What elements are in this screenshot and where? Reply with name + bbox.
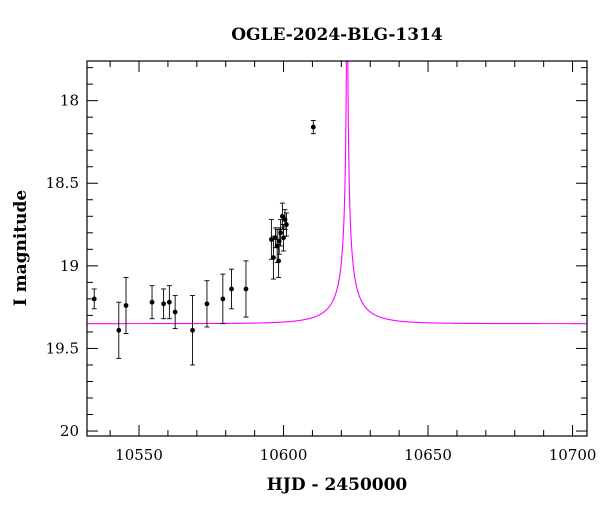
point-marker: [229, 286, 234, 292]
data-point: [116, 301, 122, 359]
point-marker: [278, 230, 284, 236]
x-tick-labels: 10550 10600 10650 10700: [115, 446, 596, 464]
x-tick-label: 10700: [549, 446, 597, 464]
data-point: [229, 268, 235, 310]
point-marker: [268, 237, 274, 242]
data-point: [243, 260, 249, 318]
plot-frame: [86, 60, 588, 437]
data-point: [270, 235, 276, 280]
point-marker: [271, 255, 276, 260]
chart-title: OGLE-2024-BLG-1314: [231, 25, 443, 45]
data-point: [149, 285, 155, 320]
point-marker: [172, 309, 178, 315]
point-marker: [284, 222, 289, 227]
point-marker: [166, 299, 172, 305]
data-point: [283, 212, 289, 237]
data-point: [276, 243, 282, 278]
data-point: [268, 219, 274, 260]
point-marker: [273, 235, 278, 241]
axis-ticks: [87, 61, 587, 436]
model-curve: [87, 61, 587, 325]
x-axis-label: HJD - 2450000: [267, 475, 408, 495]
point-marker: [310, 124, 316, 130]
x-tick-label: 10550: [115, 446, 163, 464]
data-point: [166, 285, 172, 320]
point-marker: [204, 301, 210, 307]
data-points: [91, 120, 316, 366]
point-marker: [220, 296, 226, 302]
point-marker: [116, 327, 122, 333]
point-marker: [161, 301, 166, 307]
y-tick-labels: 18 18.5 19 19.5 20: [46, 92, 79, 440]
data-point: [161, 288, 167, 320]
point-marker: [279, 213, 285, 219]
point-marker: [190, 327, 195, 333]
point-marker: [281, 235, 286, 241]
data-point: [123, 276, 129, 335]
data-point: [189, 295, 195, 366]
data-point: [204, 280, 210, 328]
data-point: [220, 273, 226, 325]
data-point: [91, 288, 97, 310]
data-point: [310, 120, 316, 135]
point-marker: [91, 296, 97, 302]
y-tick-label: 19: [60, 257, 79, 275]
point-marker: [276, 258, 282, 264]
point-marker: [123, 303, 129, 308]
y-tick-label: 18: [60, 92, 79, 110]
point-marker: [149, 299, 155, 305]
y-axis-label: I magnitude: [11, 190, 31, 307]
y-tick-label: 18.5: [46, 174, 79, 192]
y-tick-label: 19.5: [46, 339, 79, 357]
x-tick-label: 10600: [260, 446, 308, 464]
point-marker: [243, 286, 249, 292]
x-tick-label: 10650: [404, 446, 452, 464]
data-point: [281, 224, 287, 252]
y-tick-label: 20: [60, 422, 79, 440]
data-point: [172, 295, 178, 330]
